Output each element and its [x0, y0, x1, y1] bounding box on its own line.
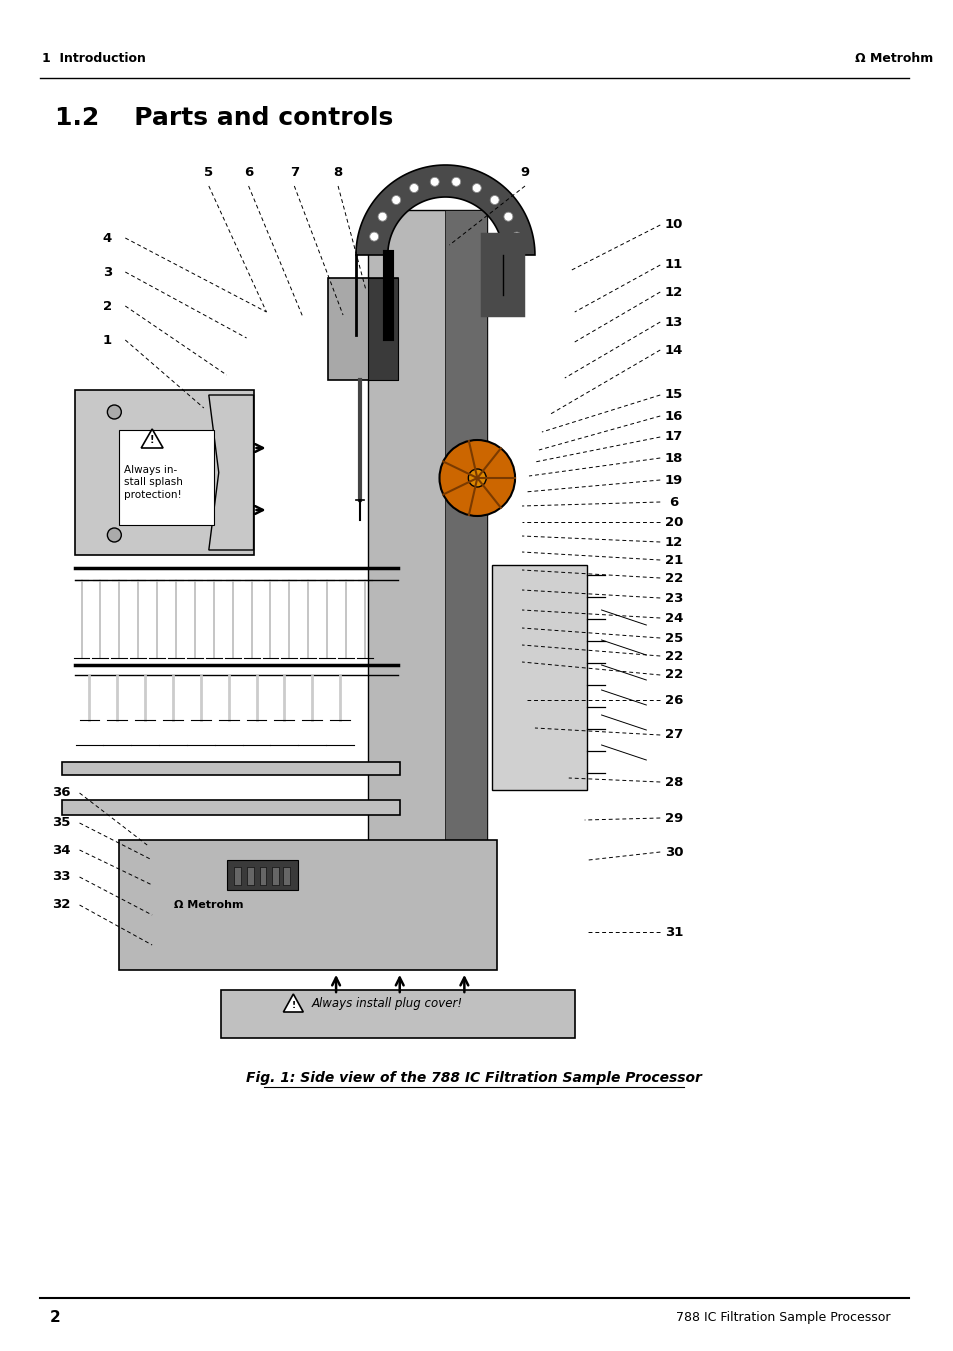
- Polygon shape: [220, 990, 574, 1038]
- Bar: [259, 867, 266, 885]
- Text: 2: 2: [50, 1310, 60, 1325]
- Polygon shape: [74, 390, 253, 555]
- Text: Fig. 1: Side view of the 788 IC Filtration Sample Processor: Fig. 1: Side view of the 788 IC Filtrati…: [246, 1071, 701, 1085]
- Bar: [246, 867, 253, 885]
- Text: 22: 22: [664, 571, 682, 585]
- Text: Ω Metrohm: Ω Metrohm: [173, 900, 243, 911]
- Circle shape: [108, 528, 121, 542]
- Text: 12: 12: [664, 285, 682, 299]
- Circle shape: [409, 184, 418, 193]
- Text: 21: 21: [664, 554, 682, 566]
- Circle shape: [377, 212, 387, 222]
- Text: 7: 7: [290, 166, 298, 178]
- Text: !: !: [291, 1001, 295, 1009]
- Polygon shape: [227, 861, 298, 890]
- Text: 36: 36: [52, 786, 71, 800]
- Text: 4: 4: [103, 231, 112, 245]
- Text: 12: 12: [664, 535, 682, 549]
- Text: 13: 13: [664, 316, 682, 328]
- Text: 9: 9: [520, 166, 529, 178]
- Text: 34: 34: [52, 843, 71, 857]
- Text: 28: 28: [664, 775, 682, 789]
- Circle shape: [370, 232, 378, 240]
- Polygon shape: [368, 278, 397, 380]
- Polygon shape: [119, 430, 213, 526]
- Polygon shape: [492, 565, 586, 790]
- Text: 6: 6: [244, 166, 253, 178]
- Bar: [273, 867, 279, 885]
- Text: 19: 19: [664, 473, 682, 486]
- Text: 25: 25: [664, 631, 682, 644]
- Text: 11: 11: [664, 258, 682, 272]
- Text: Always install plug cover!: Always install plug cover!: [311, 997, 462, 1011]
- Circle shape: [108, 405, 121, 419]
- Circle shape: [503, 212, 513, 222]
- Text: 14: 14: [664, 343, 682, 357]
- Circle shape: [468, 469, 486, 486]
- Text: 2: 2: [103, 300, 112, 312]
- Text: 788 IC Filtration Sample Processor: 788 IC Filtration Sample Processor: [676, 1312, 890, 1324]
- Text: 20: 20: [664, 516, 682, 528]
- Text: 26: 26: [664, 693, 682, 707]
- Circle shape: [472, 184, 480, 193]
- Text: 16: 16: [664, 409, 682, 423]
- Polygon shape: [62, 762, 399, 775]
- Text: Always in-
stall splash
protection!: Always in- stall splash protection!: [124, 465, 183, 500]
- Text: 31: 31: [664, 925, 682, 939]
- Circle shape: [392, 196, 400, 204]
- Polygon shape: [62, 800, 399, 815]
- Circle shape: [512, 232, 520, 240]
- Text: 32: 32: [52, 898, 71, 912]
- Text: 18: 18: [664, 451, 682, 465]
- Text: 1.2    Parts and controls: 1.2 Parts and controls: [54, 105, 393, 130]
- Circle shape: [439, 440, 515, 516]
- Text: 30: 30: [664, 846, 682, 858]
- Text: 15: 15: [664, 389, 682, 401]
- Polygon shape: [328, 278, 397, 380]
- Text: 27: 27: [664, 728, 682, 742]
- Circle shape: [430, 177, 438, 186]
- Text: 24: 24: [664, 612, 682, 624]
- Polygon shape: [445, 209, 487, 961]
- Polygon shape: [119, 840, 497, 970]
- Text: 6: 6: [669, 496, 679, 508]
- Bar: [283, 867, 290, 885]
- Text: !: !: [150, 435, 154, 444]
- Polygon shape: [209, 394, 253, 550]
- Text: 5: 5: [204, 166, 213, 178]
- Text: 8: 8: [334, 166, 342, 178]
- Text: 22: 22: [664, 669, 682, 681]
- Text: 3: 3: [103, 266, 112, 278]
- Polygon shape: [141, 430, 163, 449]
- Text: 29: 29: [664, 812, 682, 824]
- Text: 35: 35: [52, 816, 71, 830]
- Text: 23: 23: [664, 592, 682, 604]
- Circle shape: [490, 196, 498, 204]
- Bar: [233, 867, 240, 885]
- Polygon shape: [283, 994, 303, 1012]
- Polygon shape: [368, 209, 487, 961]
- Circle shape: [452, 177, 460, 186]
- Polygon shape: [355, 165, 535, 255]
- Text: 1: 1: [103, 334, 112, 346]
- Text: 1  Introduction: 1 Introduction: [42, 51, 146, 65]
- Text: 22: 22: [664, 650, 682, 662]
- Text: Ω Metrohm: Ω Metrohm: [854, 51, 932, 65]
- Text: 17: 17: [664, 431, 682, 443]
- Text: 33: 33: [52, 870, 71, 884]
- Text: 10: 10: [664, 219, 682, 231]
